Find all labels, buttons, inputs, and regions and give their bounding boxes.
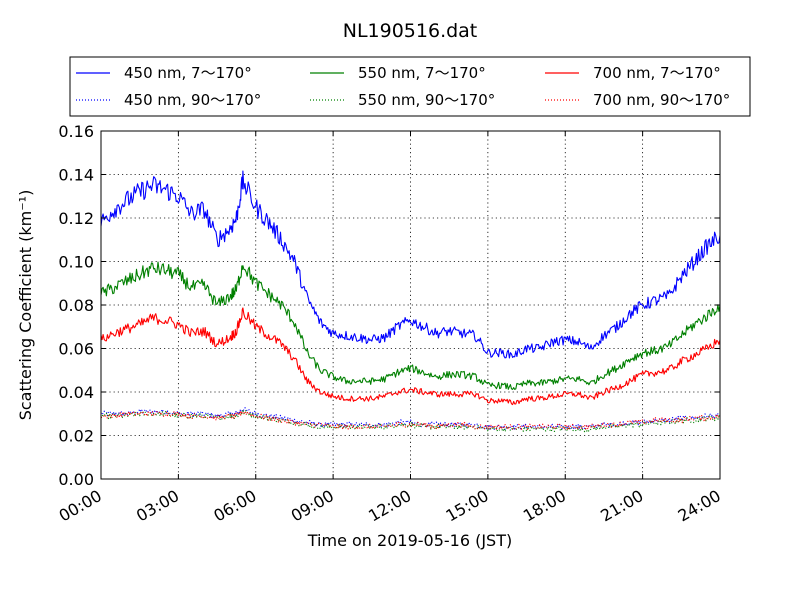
- x-tick-label: 06:00: [210, 486, 259, 526]
- y-tick-label: 0.12: [58, 209, 94, 228]
- grid: [101, 131, 720, 479]
- x-tick-labels: 00:00 03:00 06:00 09:00 12:00 15:00 18:00 21:00…: [56, 486, 724, 526]
- legend-label: 450 nm, 7～170°: [124, 64, 252, 82]
- y-tick-label: 0.10: [58, 253, 94, 272]
- x-tick-label: 09:00: [288, 486, 337, 526]
- x-axis-label: Time on 2019-05-16 (JST): [307, 531, 512, 550]
- series-line: [100, 307, 721, 406]
- y-tick-label: 0.14: [58, 166, 94, 185]
- x-tick-label: 18:00: [520, 486, 569, 526]
- legend-label: 700 nm, 7～170°: [593, 64, 721, 82]
- y-tick-labels: 0.00 0.02 0.04 0.06 0.08 0.10 0.12 0.14 0.16: [58, 122, 94, 489]
- y-tick-label: 0.04: [58, 383, 94, 402]
- chart-title: NL190516.dat: [343, 20, 478, 42]
- legend-label: 450 nm, 90～170°: [124, 91, 261, 109]
- y-tick-label: 0.02: [58, 427, 94, 446]
- legend: 450 nm, 7～170° 550 nm, 7～170° 700 nm, 7～17…: [69, 56, 751, 117]
- y-tick-label: 0.00: [58, 470, 94, 489]
- x-tick-label: 03:00: [133, 486, 182, 526]
- x-tick-label: 15:00: [442, 486, 491, 526]
- y-tick-label: 0.08: [58, 296, 94, 315]
- data-lines: [100, 170, 721, 433]
- legend-label: 550 nm, 7～170°: [358, 64, 486, 82]
- axis-ticks: [100, 130, 721, 480]
- y-axis-label: Scattering Coefficient (km⁻¹): [16, 190, 35, 421]
- x-tick-label: 24:00: [675, 486, 724, 526]
- y-tick-label: 0.06: [58, 340, 94, 359]
- legend-label: 550 nm, 90～170°: [358, 91, 495, 109]
- x-tick-label: 12:00: [365, 486, 414, 526]
- legend-box: [69, 56, 751, 117]
- x-tick-label: 00:00: [56, 486, 105, 526]
- x-tick-label: 21:00: [597, 486, 646, 526]
- legend-label: 700 nm, 90～170°: [593, 91, 730, 109]
- series-line: [100, 261, 721, 390]
- y-tick-label: 0.16: [58, 122, 94, 141]
- series-line: [100, 170, 721, 359]
